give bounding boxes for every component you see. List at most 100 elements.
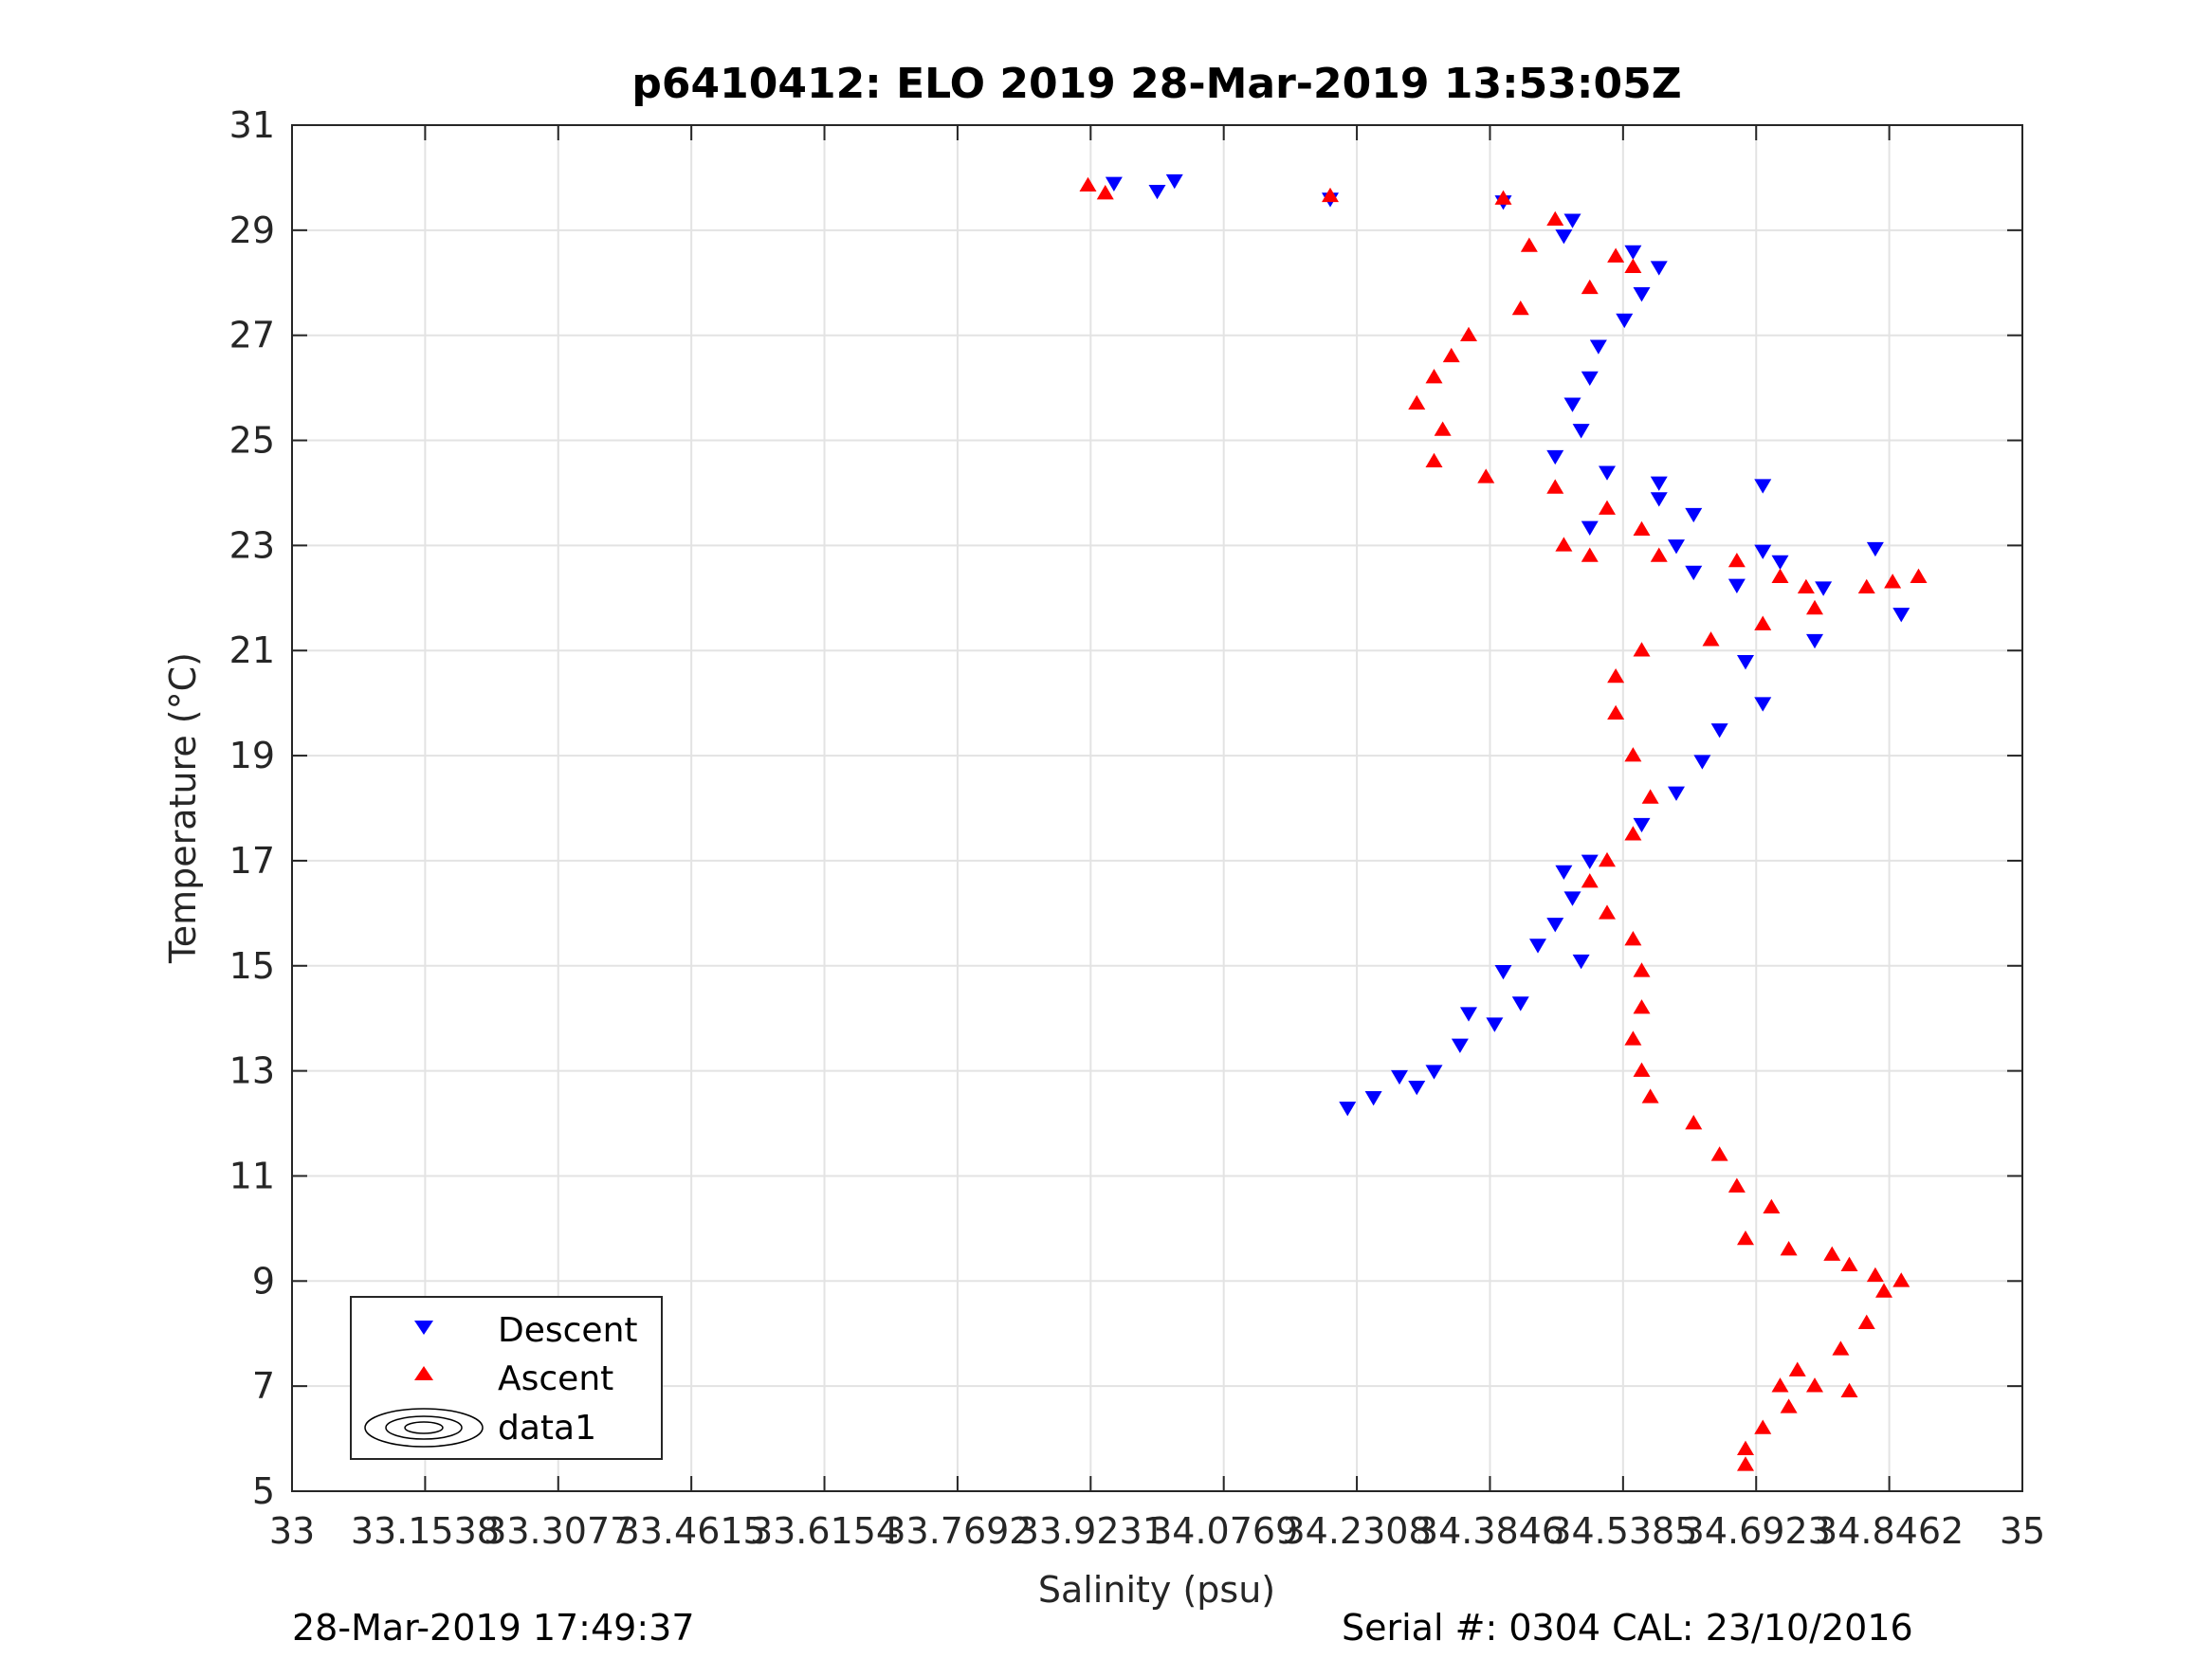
footer-timestamp: 28-Mar-2019 17:49:37 [292,1607,695,1649]
ascent-point [1599,904,1616,920]
descent-point [1425,1065,1443,1080]
descent-point [1589,339,1607,355]
chart-title: p6410412: ELO 2019 28-Mar-2019 13:53:05Z [631,60,1681,108]
descent-point [1529,939,1546,954]
x-tick-label: 34.6923 [1682,1510,1831,1552]
descent-point [1165,173,1183,190]
x-tick-label: 35 [2000,1510,2045,1552]
ascent-point [1546,479,1564,494]
ascent-point [1624,931,1642,946]
descent-point [1581,371,1599,387]
ascent-point [1754,1419,1772,1434]
ascent-point [1737,1456,1754,1471]
descent-point [1546,918,1564,933]
ascent-point [1096,185,1114,200]
descent-point [1546,449,1564,465]
descent-point [1391,1069,1408,1085]
legend-contour-marker [364,1408,484,1448]
ascent-point [1599,500,1616,515]
ascent-point [1737,1230,1754,1246]
ascent-point [1633,999,1651,1014]
ascent-point [1866,1267,1884,1283]
descent-point [1710,723,1728,738]
descent-point [1633,817,1651,833]
descent-point [1555,229,1573,245]
y-tick-label: 23 [229,524,275,566]
descent-point [1806,633,1823,649]
descent-point [1650,476,1668,491]
x-tick-label: 33.7692 [883,1510,1032,1552]
ascent-point [1408,394,1426,410]
legend-ascent-marker [414,1366,433,1380]
descent-point [1511,996,1529,1012]
descent-point [1737,655,1754,670]
ascent-point [1788,1361,1806,1376]
legend-descent-marker [414,1321,433,1335]
descent-point [1693,755,1711,770]
ascent-point [1857,578,1875,594]
x-tick-label: 33.3077 [484,1510,632,1552]
y-tick-label: 27 [229,315,275,356]
ascent-point [1607,667,1625,684]
y-tick-label: 19 [229,735,275,776]
descent-point [1563,213,1581,228]
x-tick-label: 33 [269,1510,315,1552]
x-tick-label: 33.1538 [351,1510,500,1552]
ascent-point [1607,247,1625,263]
ascent-point [1581,279,1599,295]
descent-point [1650,492,1668,507]
ascent-point [1840,1256,1858,1271]
plot-area [292,125,2022,1491]
ascent-point [1780,1241,1798,1256]
x-tick-label: 33.9231 [1016,1510,1165,1552]
descent-point [1581,520,1599,536]
axes-box [291,124,2023,1492]
ascent-point [1633,962,1651,977]
ascent-point [1823,1246,1841,1261]
ascent-point [1477,468,1495,483]
descent-point [1728,578,1746,593]
y-tick-label: 13 [229,1050,275,1092]
ascent-point [1728,553,1746,568]
ascent-point [1494,190,1512,205]
ascent-point [1910,568,1928,583]
x-axis-label: Salinity (psu) [1038,1569,1275,1611]
ascent-point [1763,1198,1781,1214]
ascent-point [1641,789,1659,804]
ascent-point [1840,1382,1858,1397]
ascent-point [1425,369,1443,384]
ascent-point [1892,1272,1910,1287]
descent-point [1408,1080,1426,1096]
ascent-point [1780,1398,1798,1413]
ascent-point [1511,300,1529,316]
ascent-point [1633,520,1651,537]
y-axis-label: Temperature (°C) [162,652,204,964]
descent-point [1339,1102,1357,1117]
ascent-point [1875,1283,1892,1298]
ascent-point [1624,826,1642,841]
descent-point [1685,565,1703,581]
descent-point [1599,465,1616,481]
y-tick-label: 7 [252,1365,275,1407]
descent-point [1105,176,1123,191]
descent-point [1563,891,1581,906]
ascent-point [1425,452,1443,468]
descent-point [1771,555,1789,571]
legend-ascent-label: Ascent [498,1359,613,1398]
ascent-point [1650,547,1668,562]
ascent-point [1806,1377,1823,1393]
y-tick-label: 21 [229,629,275,671]
descent-point [1866,541,1884,557]
descent-point [1364,1091,1382,1106]
ascent-point [1710,1146,1728,1161]
ascent-point [1460,326,1477,341]
descent-point [1572,954,1590,970]
ascent-point [1520,237,1538,252]
x-tick-label: 33.4615 [617,1510,766,1552]
legend-descent-label: Descent [498,1311,638,1350]
descent-point [1685,507,1703,523]
y-tick-label: 15 [229,945,275,987]
descent-point [1555,865,1573,881]
ascent-point [1624,258,1642,273]
